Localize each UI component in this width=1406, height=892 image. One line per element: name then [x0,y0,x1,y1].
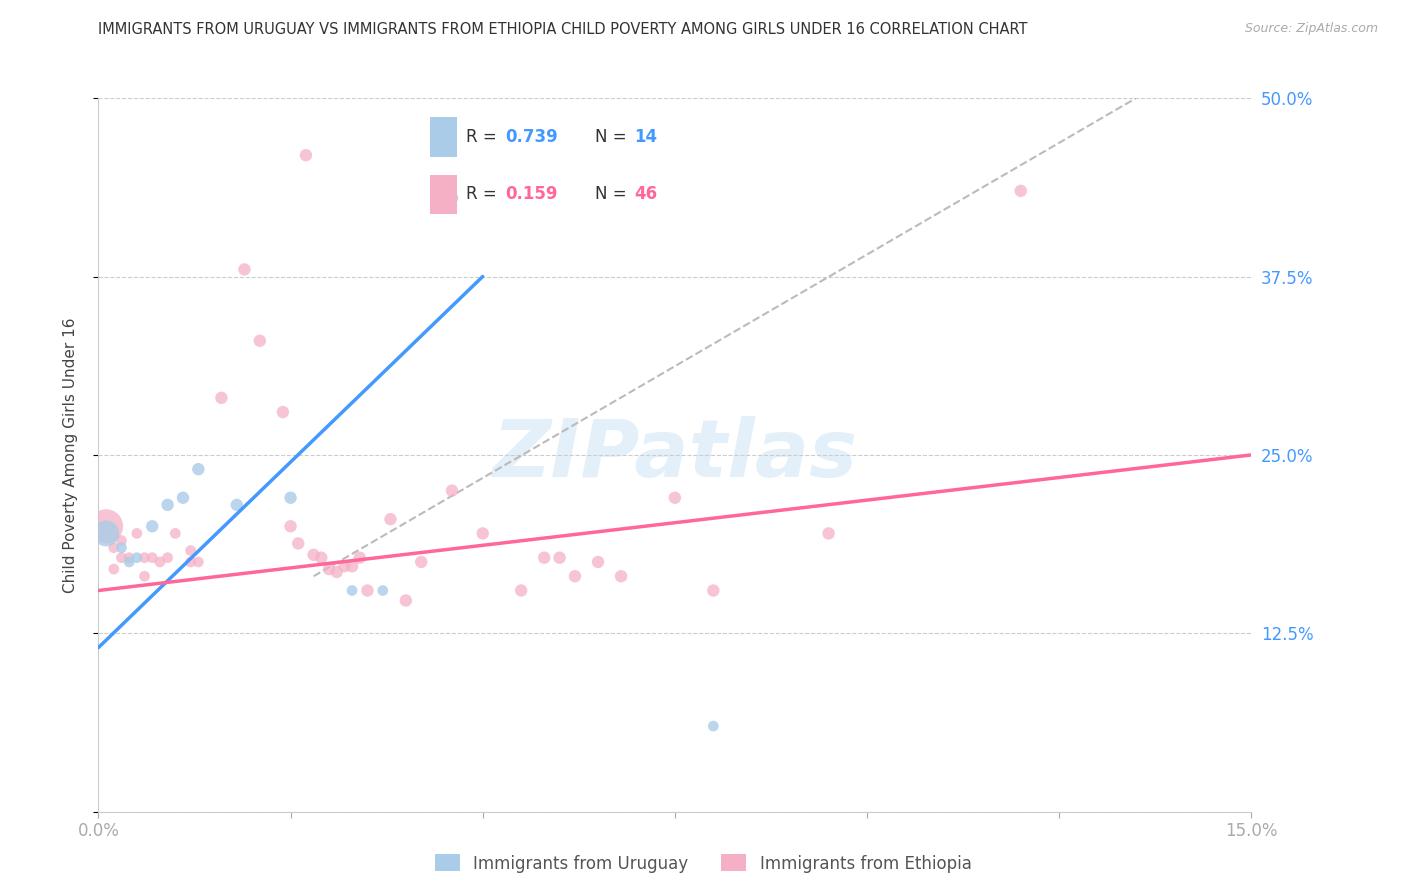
Point [440,483,463,498]
Point [271,405,294,419]
Point [118,555,141,569]
Point [103,541,125,555]
Point [371,583,394,598]
Text: Source: ZipAtlas.com: Source: ZipAtlas.com [1244,22,1378,36]
Point [311,550,333,565]
Point [664,491,686,505]
Point [180,555,202,569]
Point [610,569,633,583]
Point [395,593,418,607]
Point [817,526,839,541]
Point [118,550,141,565]
Point [165,526,187,541]
Point [180,543,202,558]
Point [249,334,271,348]
Point [564,569,586,583]
Point [149,555,172,569]
Point [1010,184,1032,198]
Point [280,519,302,533]
Point [380,512,402,526]
Point [356,583,378,598]
Point [287,536,309,550]
Point [125,550,148,565]
Point [134,569,156,583]
Point [141,550,163,565]
Point [510,583,533,598]
Point [94,519,117,533]
Point [110,550,132,565]
Point [141,519,163,533]
Point [586,555,609,569]
Point [325,565,347,579]
Point [295,148,318,162]
Point [702,719,724,733]
Point [187,462,209,476]
Point [302,548,325,562]
Point [548,550,571,565]
Point [94,526,117,541]
Point [533,550,555,565]
Point [209,391,232,405]
Point [187,555,209,569]
Point [225,498,247,512]
Point [349,550,371,565]
Point [280,491,302,505]
Point [103,562,125,576]
Point [702,583,724,598]
Point [471,526,494,541]
Point [110,533,132,548]
Point [340,559,363,574]
Point [134,550,156,565]
Point [125,526,148,541]
Point [233,262,256,277]
Point [110,541,132,555]
Point [340,583,363,598]
Point [333,559,356,574]
Text: ZIPatlas: ZIPatlas [492,416,858,494]
Point [156,550,179,565]
Y-axis label: Child Poverty Among Girls Under 16: Child Poverty Among Girls Under 16 [63,318,77,592]
Point [156,498,179,512]
Text: IMMIGRANTS FROM URUGUAY VS IMMIGRANTS FROM ETHIOPIA CHILD POVERTY AMONG GIRLS UN: IMMIGRANTS FROM URUGUAY VS IMMIGRANTS FR… [98,22,1028,37]
Legend: Immigrants from Uruguay, Immigrants from Ethiopia: Immigrants from Uruguay, Immigrants from… [427,847,979,880]
Point [172,491,194,505]
Point [411,555,433,569]
Point [318,562,340,576]
Point [440,191,463,205]
